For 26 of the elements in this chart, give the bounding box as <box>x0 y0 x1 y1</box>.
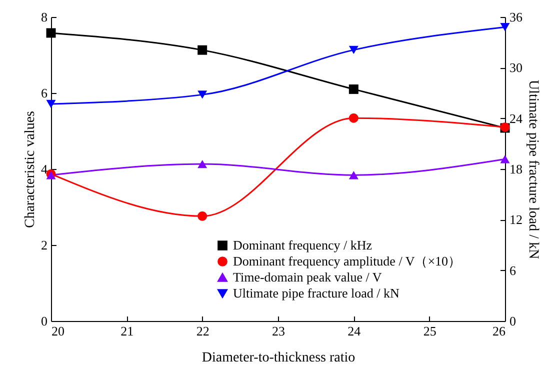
y2-tick-label: 6 <box>510 262 516 278</box>
x-tick-label: 20 <box>52 324 64 338</box>
y-tick-label: 8 <box>41 10 48 24</box>
x-tick-label: 21 <box>120 324 134 338</box>
x-tick-label: 22 <box>196 324 210 338</box>
x-tick-label: 26 <box>492 324 506 338</box>
x-tick-label: 23 <box>272 324 285 338</box>
legend-label: Time-domain peak value / V <box>233 270 382 284</box>
y2-tick-label: 0 <box>510 314 516 328</box>
y2-tick-label: 36 <box>510 10 523 24</box>
legend-label: Dominant frequency / kHz <box>233 238 372 252</box>
y-axis-title: Characteristic values <box>23 110 38 228</box>
y2-tick-label: 24 <box>510 110 523 126</box>
y-tick-label: 6 <box>41 86 48 100</box>
y-tick-label: 0 <box>41 314 48 328</box>
y2-tick-label: 30 <box>510 60 522 76</box>
y2-tick-label: 12 <box>510 212 522 228</box>
y2-axis-title: Ultimate pipe fracture load / kN <box>526 80 540 260</box>
x-tick-label: 25 <box>423 324 436 338</box>
y2-tick-label: 18 <box>510 162 522 176</box>
x-axis-title: Diameter-to-thickness ratio <box>202 350 356 366</box>
y-tick-label: 2 <box>41 238 48 252</box>
x-tick-label: 24 <box>348 324 362 338</box>
legend-label: Dominant frequency amplitude / V（×10） <box>233 254 462 268</box>
legend-label: Ultimate pipe fracture load / kN <box>233 286 400 300</box>
y-tick-label: 4 <box>41 162 48 176</box>
